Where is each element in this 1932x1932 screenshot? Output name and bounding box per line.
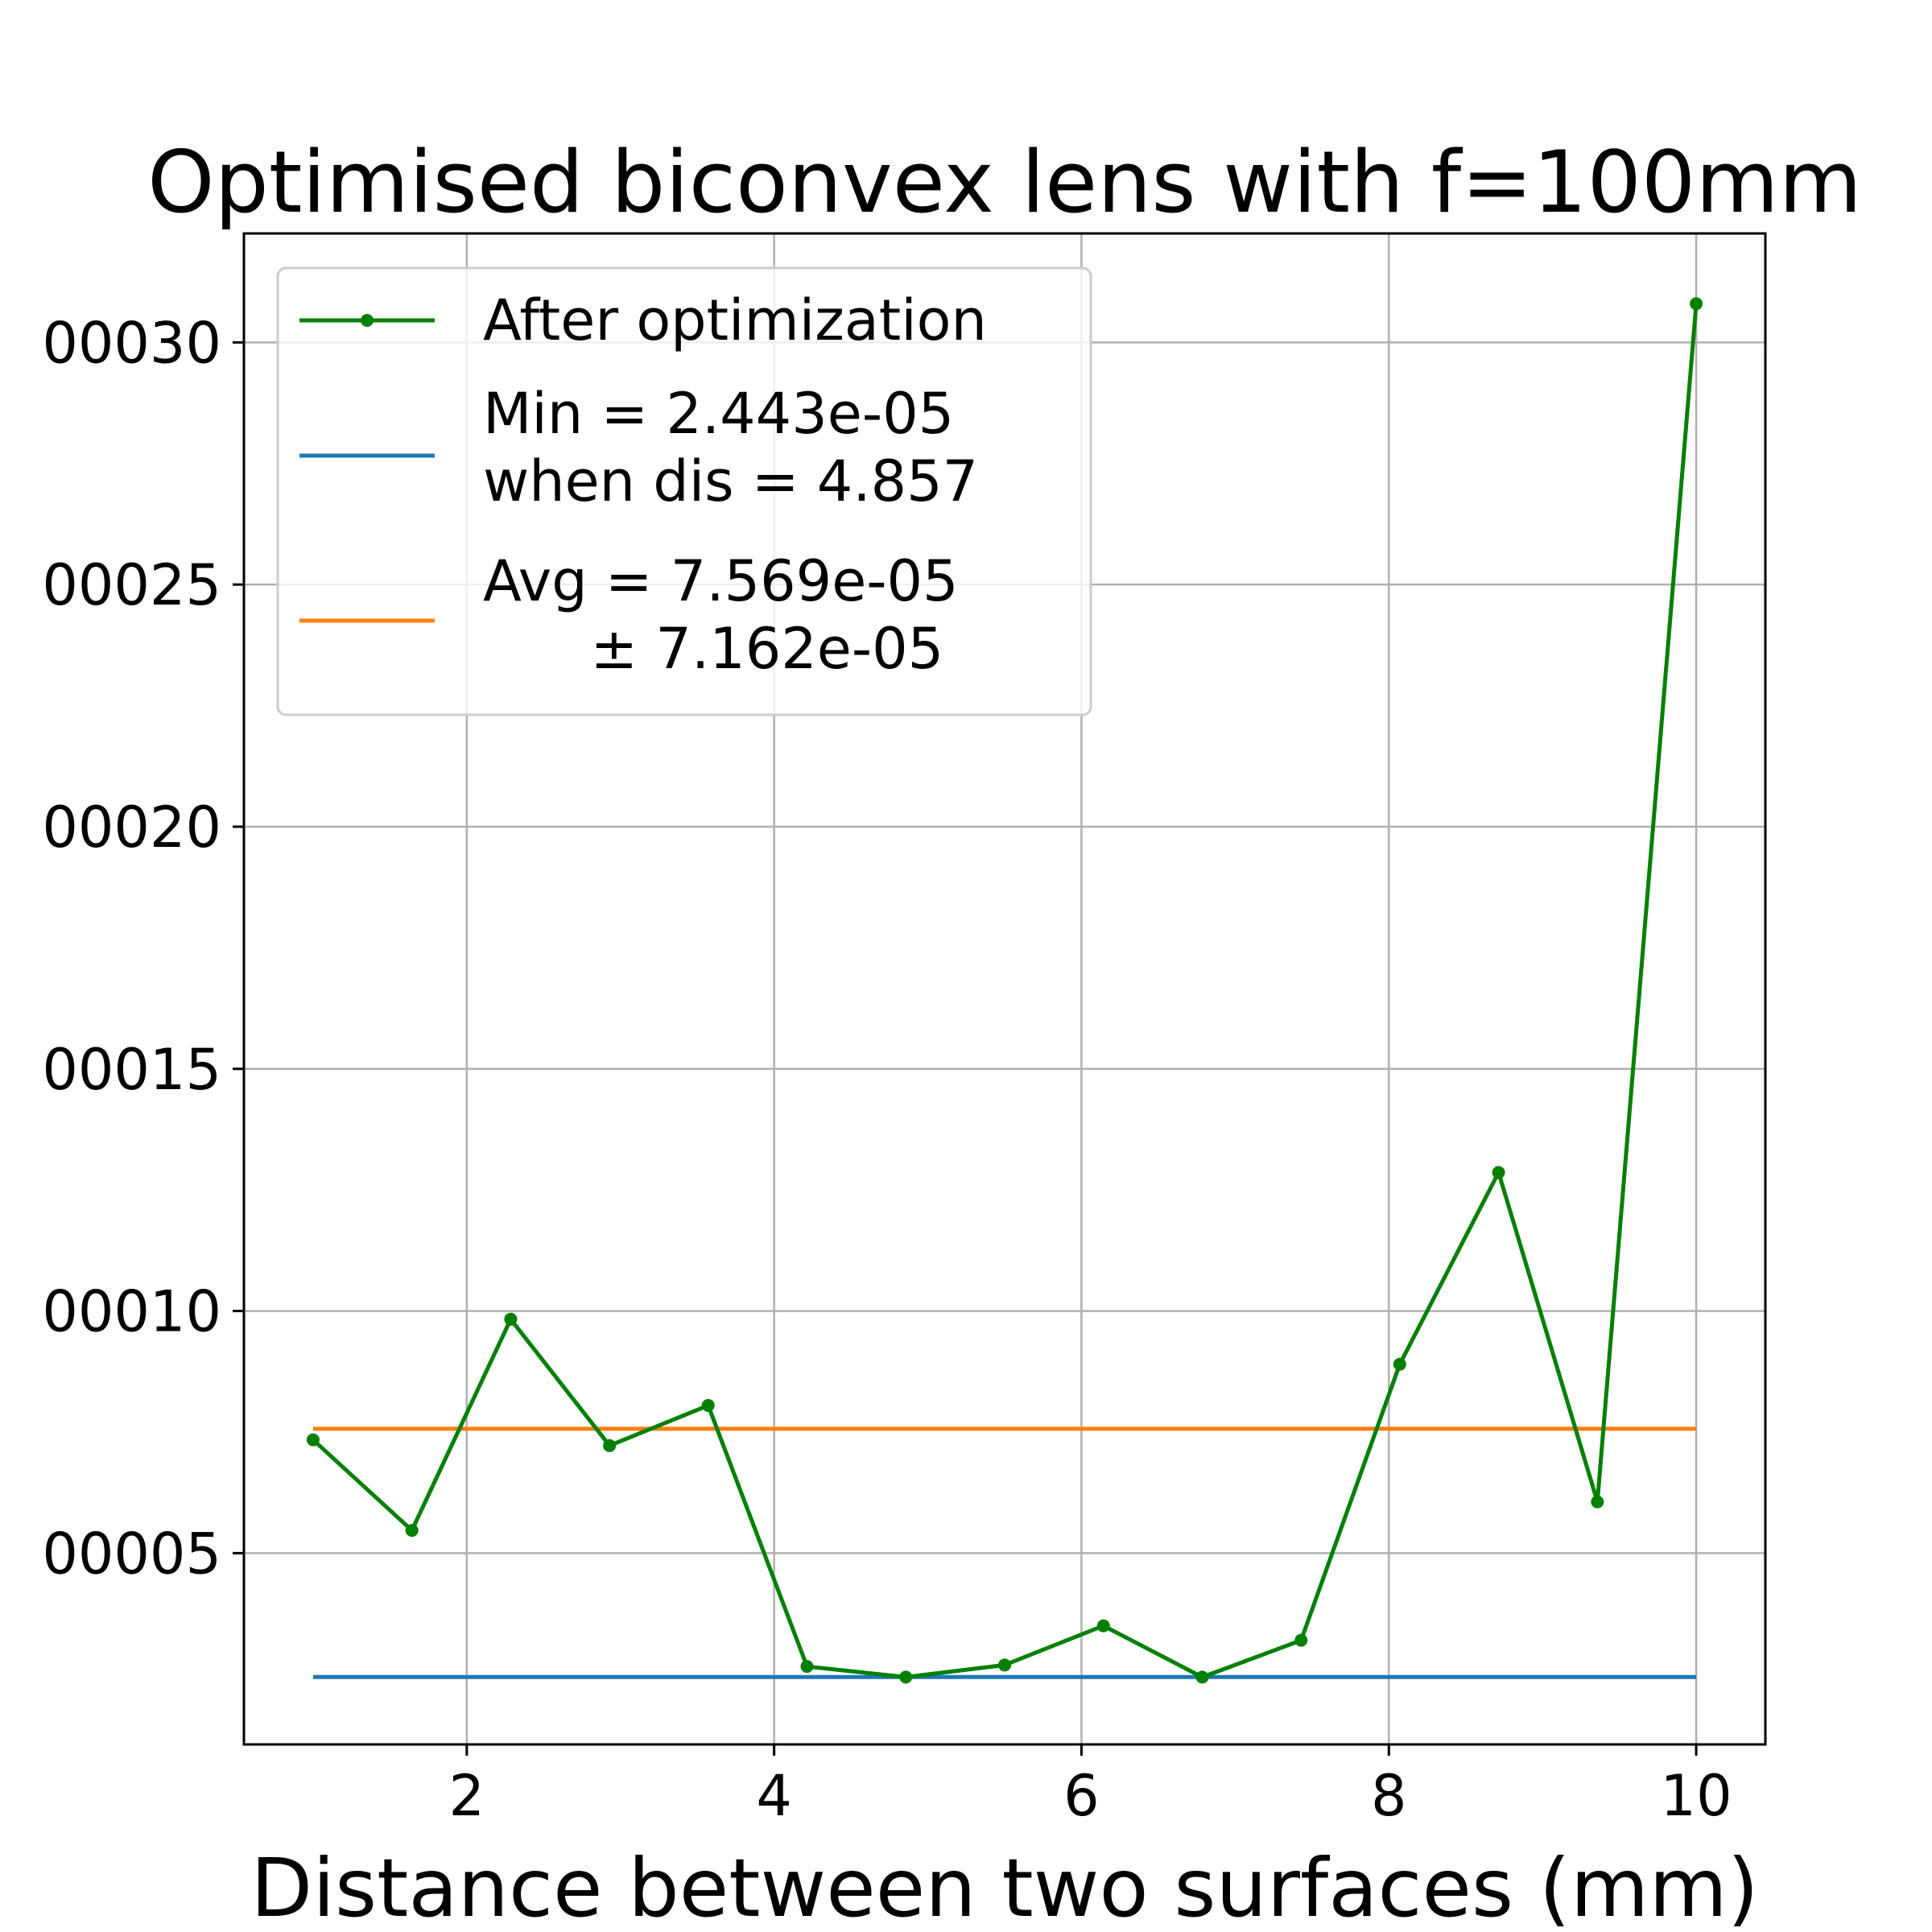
data-point (1690, 297, 1703, 311)
y-tick-label: 00020 (42, 795, 221, 861)
data-point (306, 1433, 320, 1447)
data-point (998, 1658, 1011, 1672)
y-tick-label: 00025 (42, 552, 221, 618)
y-axis-ticks: 00005 00010 00015 00020 00025 00030 (42, 310, 244, 1587)
x-tick-label: 8 (1371, 1763, 1407, 1829)
data-point (1096, 1619, 1110, 1633)
x-tick-label: 4 (756, 1763, 792, 1829)
data-point (603, 1439, 617, 1452)
data-point (1294, 1633, 1308, 1647)
data-point (899, 1670, 913, 1684)
x-axis-ticks: 2 4 6 8 10 (449, 1744, 1732, 1829)
legend-label: After optimization (483, 287, 987, 353)
x-tick-label: 10 (1661, 1763, 1732, 1829)
legend-label: Min = 2.443e-05 when dis = 4.857 (483, 381, 978, 514)
y-tick-label: 00010 (42, 1279, 221, 1345)
data-point (504, 1312, 518, 1326)
legend-label: Avg = 7.569e-05 ± 7.162e-05 (483, 548, 959, 682)
y-tick-label: 00015 (42, 1037, 221, 1103)
reference-lines (312, 1426, 1697, 1679)
data-point (405, 1524, 419, 1538)
legend-marker (361, 314, 374, 327)
x-tick-label: 2 (449, 1763, 485, 1829)
x-tick-label: 6 (1063, 1763, 1100, 1829)
x-axis-label: Distance between two surfaces (mm) (250, 1841, 1759, 1932)
chart-title: Optimised biconvex lens with f=100mm (147, 133, 1862, 232)
data-point (701, 1398, 715, 1412)
data-point (1195, 1670, 1209, 1684)
plot-frame (242, 232, 1767, 1746)
data-point (1492, 1166, 1505, 1179)
data-point (1393, 1357, 1406, 1371)
data-point (800, 1660, 814, 1674)
data-series (306, 297, 1703, 1684)
legend-frame (276, 266, 1092, 716)
data-point (1591, 1495, 1604, 1509)
legend: After optimization Min = 2.443e-05 when di… (276, 266, 1092, 716)
y-tick-label: 00030 (42, 310, 221, 376)
y-tick-label: 00005 (42, 1521, 221, 1587)
